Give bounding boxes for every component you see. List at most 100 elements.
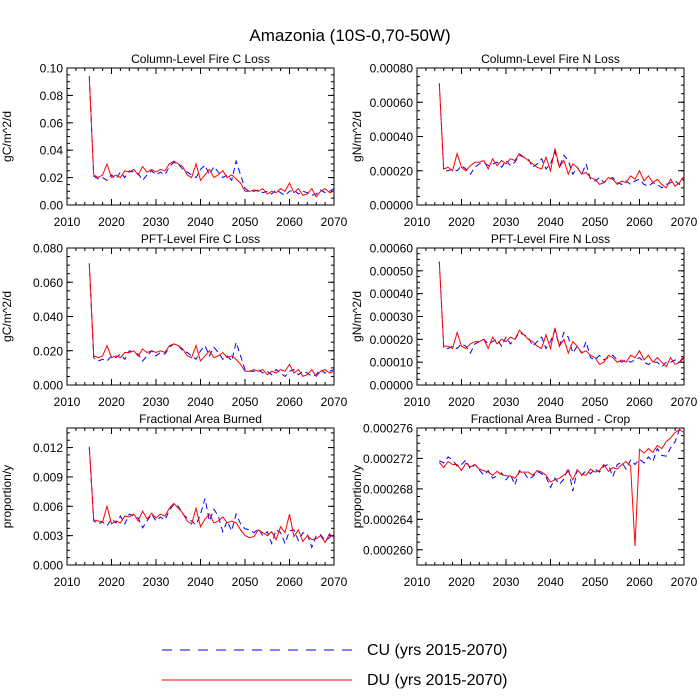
y-axis-label: gC/m^2/d xyxy=(0,111,14,162)
y-tick-label: 0.00000 xyxy=(370,379,414,393)
series-line-cu xyxy=(438,83,685,189)
y-tick-label: 0.04 xyxy=(40,144,64,158)
y-tick-label: 0.000272 xyxy=(363,452,413,466)
x-tick-label: 2030 xyxy=(143,575,170,589)
y-tick-label: 0.060 xyxy=(33,276,63,290)
x-tick-label: 2060 xyxy=(276,215,303,229)
x-tick-label: 2010 xyxy=(404,215,431,229)
y-tick-label: 0.02 xyxy=(40,171,64,185)
y-tick-label: 0.009 xyxy=(33,470,63,484)
y-tick-label: 0.000 xyxy=(33,559,63,573)
series-line-cu xyxy=(88,263,335,378)
x-tick-label: 2040 xyxy=(537,215,564,229)
y-tick-label: 0.06 xyxy=(40,116,64,130)
y-tick-label: 0.003 xyxy=(33,529,63,543)
y-tick-label: 0.00020 xyxy=(370,164,414,178)
x-tick-label: 2070 xyxy=(671,575,698,589)
y-tick-label: 0.040 xyxy=(33,310,63,324)
figure-title: Amazonia (10S-0,70-50W) xyxy=(249,26,450,45)
plot-frame xyxy=(66,247,335,386)
x-tick-label: 2060 xyxy=(626,215,653,229)
x-tick-label: 2070 xyxy=(321,215,348,229)
x-tick-label: 2010 xyxy=(54,395,81,409)
y-tick-label: 0.000 xyxy=(33,379,63,393)
y-axis-label: gC/m^2/d xyxy=(0,291,14,342)
plot-frame xyxy=(416,427,685,566)
series-line-cu xyxy=(88,76,335,197)
y-tick-label: 0.000276 xyxy=(363,422,413,436)
panel-title: Column-Level Fire N Loss xyxy=(481,52,620,66)
series-line-du xyxy=(88,77,335,198)
y-tick-label: 0.00010 xyxy=(370,356,414,370)
x-tick-label: 2030 xyxy=(143,215,170,229)
x-tick-label: 2020 xyxy=(98,575,125,589)
x-tick-label: 2020 xyxy=(98,395,125,409)
y-tick-label: 0.000268 xyxy=(363,482,413,496)
series-line-cu xyxy=(439,428,685,492)
y-tick-label: 0.00050 xyxy=(370,264,414,278)
y-tick-label: 0.08 xyxy=(40,89,64,103)
x-tick-label: 2030 xyxy=(493,395,520,409)
series-line-du xyxy=(438,83,685,189)
x-tick-label: 2050 xyxy=(582,395,609,409)
y-axis-label: gN/m^2/d xyxy=(350,291,364,342)
series-line-du xyxy=(438,428,685,547)
panel-title: PFT-Level Fire N Loss xyxy=(491,232,610,246)
y-tick-label: 0.00020 xyxy=(370,333,414,347)
x-tick-label: 2010 xyxy=(404,575,431,589)
series-line-cu xyxy=(88,447,335,549)
x-tick-label: 2070 xyxy=(321,575,348,589)
legend-label-du: DU (yrs 2015-2070) xyxy=(367,672,508,689)
x-tick-label: 2050 xyxy=(232,575,259,589)
y-tick-label: 0.00060 xyxy=(370,96,414,110)
chart-panel-2: Column-Level Fire N Loss gN/m^2/d 2010 2020… xyxy=(350,52,698,229)
y-tick-label: 0.00040 xyxy=(370,287,414,301)
x-tick-label: 2020 xyxy=(448,575,475,589)
x-tick-label: 2040 xyxy=(187,215,214,229)
plot-frame xyxy=(66,427,335,566)
x-tick-label: 2050 xyxy=(232,395,259,409)
y-tick-label: 0.012 xyxy=(33,441,63,455)
panel-title: Fractional Area Burned - Crop xyxy=(471,412,631,426)
y-tick-label: 0.00 xyxy=(40,199,64,213)
y-tick-label: 0.006 xyxy=(33,500,63,514)
panel-title: Column-Level Fire C Loss xyxy=(131,52,270,66)
x-tick-label: 2010 xyxy=(54,575,81,589)
x-tick-label: 2030 xyxy=(493,575,520,589)
series-line-cu xyxy=(438,261,685,368)
x-tick-label: 2040 xyxy=(537,575,564,589)
x-tick-label: 2050 xyxy=(582,575,609,589)
y-tick-label: 0.020 xyxy=(33,344,63,358)
x-tick-label: 2050 xyxy=(232,215,259,229)
y-tick-label: 0.00000 xyxy=(370,199,414,213)
x-tick-label: 2040 xyxy=(187,575,214,589)
legend-label-cu: CU (yrs 2015-2070) xyxy=(367,642,508,659)
x-tick-label: 2020 xyxy=(98,215,125,229)
x-tick-label: 2040 xyxy=(537,395,564,409)
chart-panel-1: Column-Level Fire C Loss gC/m^2/d 2010 2020… xyxy=(0,52,348,229)
x-tick-label: 2030 xyxy=(143,395,170,409)
y-tick-label: 0.000260 xyxy=(363,543,413,557)
chart-panel-4: PFT-Level Fire N Loss gN/m^2/d 2010 2020 203… xyxy=(350,232,698,409)
x-tick-label: 2060 xyxy=(626,575,653,589)
series-line-du xyxy=(88,446,335,544)
plot-frame xyxy=(416,247,685,386)
x-tick-label: 2070 xyxy=(671,215,698,229)
x-tick-label: 2040 xyxy=(187,395,214,409)
y-axis-label: proportion/y xyxy=(350,465,364,528)
x-tick-label: 2060 xyxy=(276,395,303,409)
x-tick-label: 2060 xyxy=(626,395,653,409)
x-tick-label: 2050 xyxy=(582,215,609,229)
series-line-du xyxy=(438,261,685,368)
panel-grid: Column-Level Fire C Loss gC/m^2/d 2010 2020… xyxy=(0,52,698,589)
x-tick-label: 2020 xyxy=(448,215,475,229)
y-axis-label: gN/m^2/d xyxy=(350,111,364,162)
x-tick-label: 2070 xyxy=(321,395,348,409)
x-tick-label: 2010 xyxy=(54,215,81,229)
panel-title: PFT-Level Fire C Loss xyxy=(141,232,260,246)
legend: CU (yrs 2015-2070) DU (yrs 2015-2070) xyxy=(162,642,508,689)
x-tick-label: 2030 xyxy=(493,215,520,229)
y-axis-label: proportion/y xyxy=(0,465,14,528)
panel-title: Fractional Area Burned xyxy=(139,412,262,426)
